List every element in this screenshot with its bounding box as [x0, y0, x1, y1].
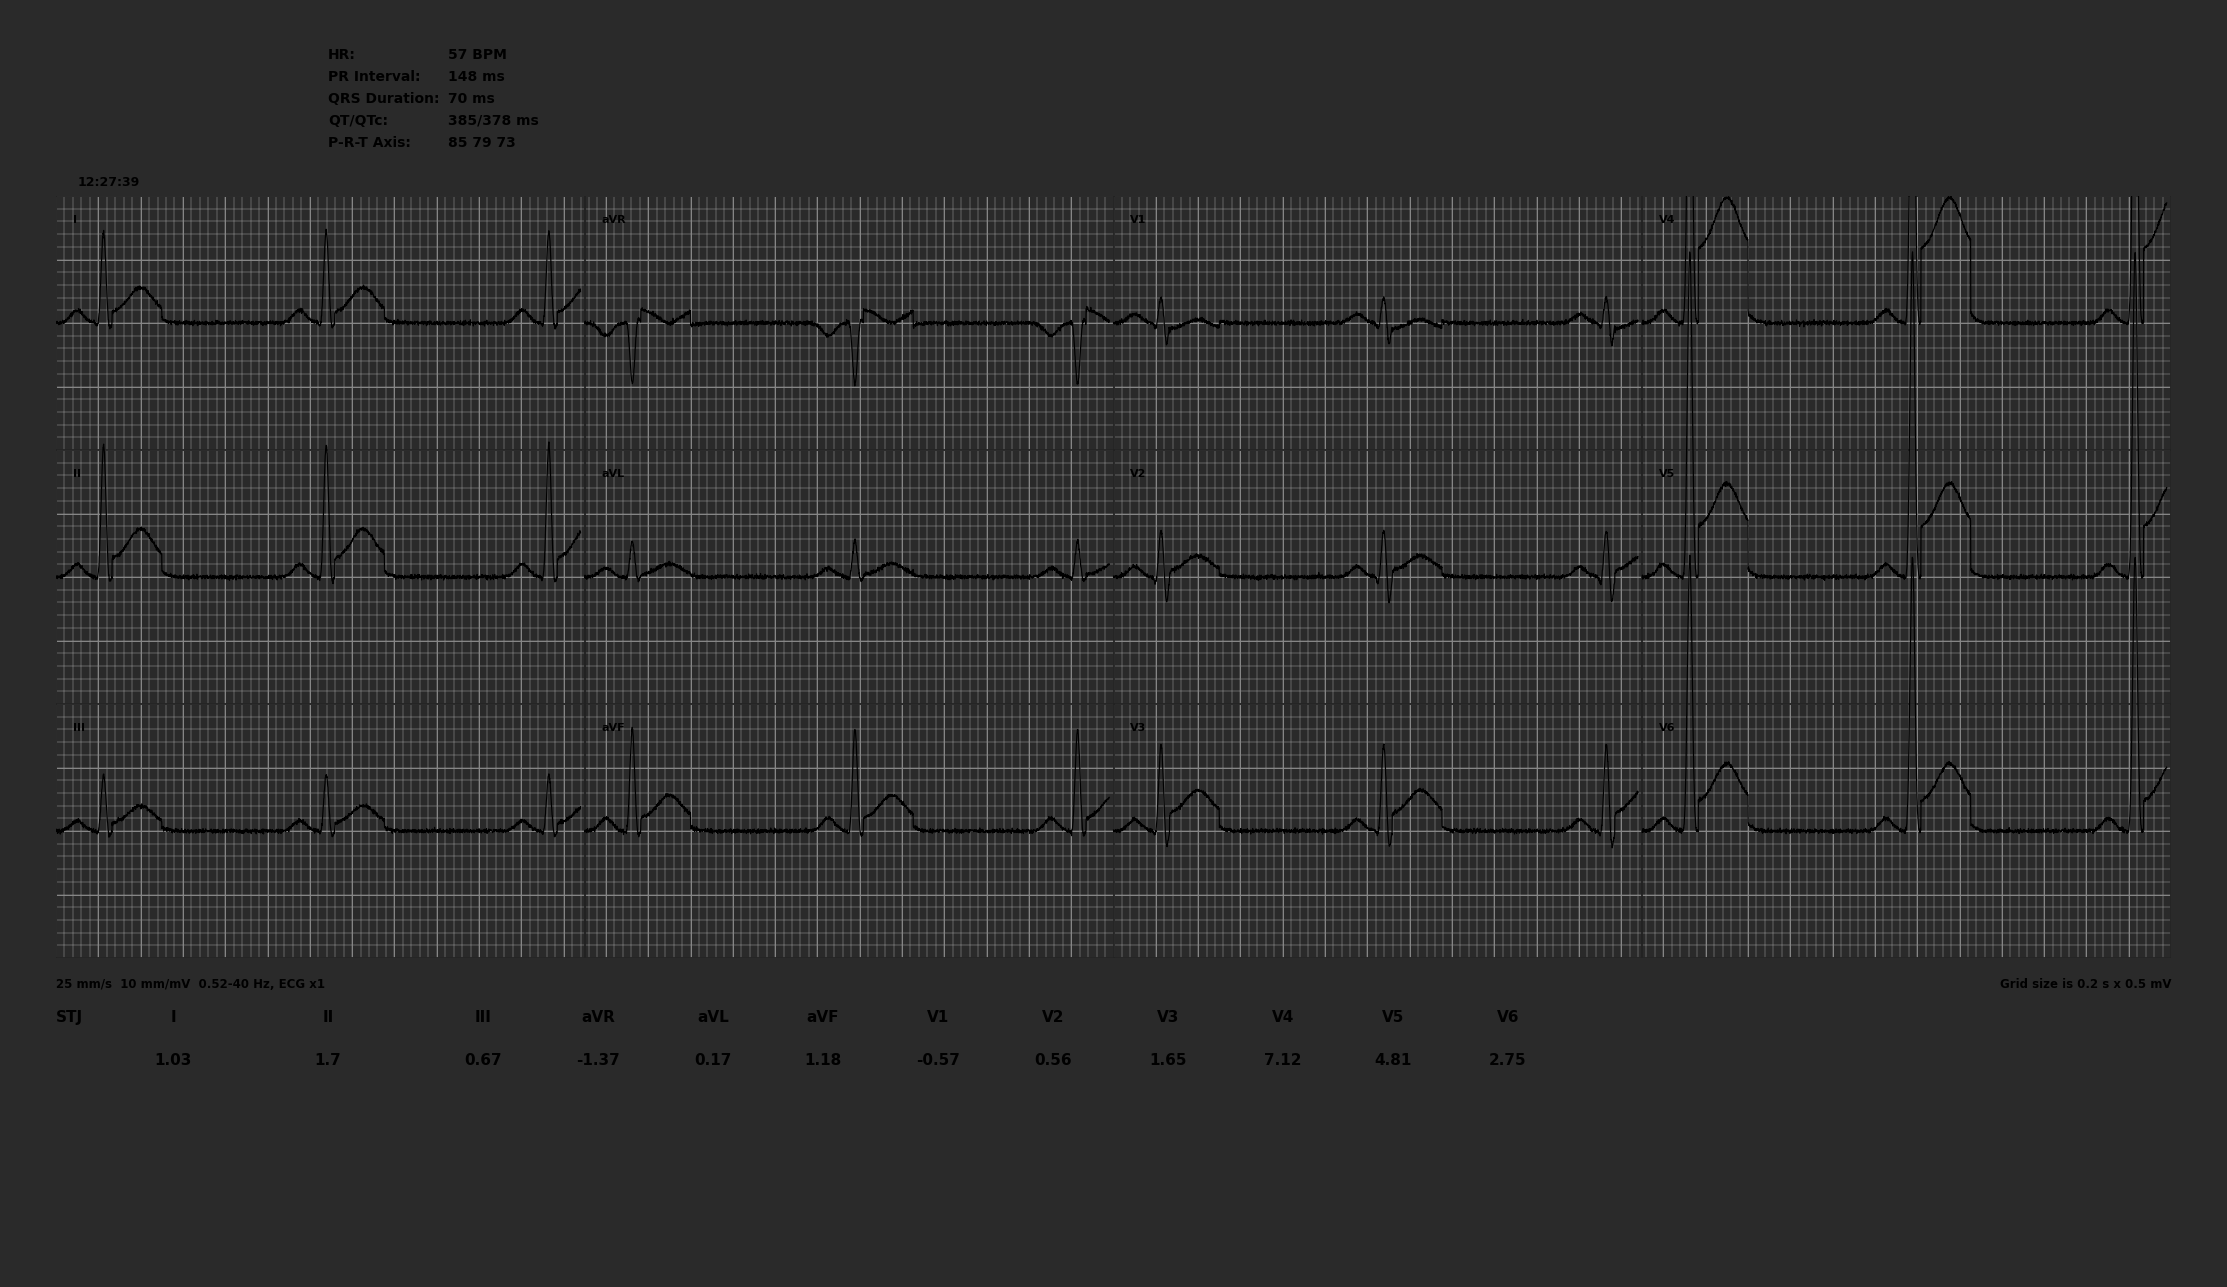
Text: II: II [73, 468, 80, 479]
Text: 1.03: 1.03 [154, 1053, 192, 1068]
Text: V6: V6 [1497, 1010, 1519, 1024]
Text: V1: V1 [1131, 215, 1147, 225]
Text: V4: V4 [1659, 215, 1675, 225]
Text: III: III [73, 723, 85, 734]
Text: 2.75: 2.75 [1490, 1053, 1528, 1068]
Text: 0.56: 0.56 [1033, 1053, 1071, 1068]
Text: 7.12: 7.12 [1265, 1053, 1303, 1068]
Text: PR Interval:: PR Interval: [327, 69, 421, 84]
Text: 57 BPM: 57 BPM [448, 48, 508, 62]
Text: QT/QTc:: QT/QTc: [327, 115, 387, 127]
Text: 25 mm/s  10 mm/mV  0.52-40 Hz, ECG x1: 25 mm/s 10 mm/mV 0.52-40 Hz, ECG x1 [56, 978, 325, 991]
Text: V3: V3 [1156, 1010, 1178, 1024]
Text: HR:: HR: [327, 48, 356, 62]
Text: 85 79 73: 85 79 73 [448, 136, 517, 151]
Text: V6: V6 [1659, 723, 1675, 734]
Text: aVR: aVR [601, 215, 626, 225]
Text: 0.17: 0.17 [695, 1053, 733, 1068]
Text: V2: V2 [1042, 1010, 1065, 1024]
Text: I: I [73, 215, 78, 225]
Text: P-R-T Axis:: P-R-T Axis: [327, 136, 410, 151]
Text: 1.18: 1.18 [804, 1053, 842, 1068]
Text: 148 ms: 148 ms [448, 69, 506, 84]
Text: aVL: aVL [697, 1010, 728, 1024]
Text: 1.7: 1.7 [314, 1053, 341, 1068]
Text: V2: V2 [1131, 468, 1147, 479]
Text: 70 ms: 70 ms [448, 91, 494, 106]
Text: -0.57: -0.57 [915, 1053, 960, 1068]
Text: 0.67: 0.67 [463, 1053, 501, 1068]
Text: III: III [474, 1010, 492, 1024]
Text: STJ: STJ [56, 1010, 82, 1024]
Text: aVL: aVL [601, 468, 626, 479]
Text: 4.81: 4.81 [1374, 1053, 1412, 1068]
Text: V3: V3 [1131, 723, 1147, 734]
Text: Grid size is 0.2 s x 0.5 mV: Grid size is 0.2 s x 0.5 mV [2000, 978, 2171, 991]
Text: -1.37: -1.37 [577, 1053, 619, 1068]
Text: II: II [323, 1010, 334, 1024]
Text: V1: V1 [926, 1010, 949, 1024]
Text: V4: V4 [1272, 1010, 1294, 1024]
Text: 1.65: 1.65 [1149, 1053, 1187, 1068]
Text: V5: V5 [1381, 1010, 1405, 1024]
Text: aVF: aVF [601, 723, 626, 734]
Text: 385/378 ms: 385/378 ms [448, 115, 539, 127]
Text: 12:27:39: 12:27:39 [78, 176, 140, 189]
Text: QRS Duration:: QRS Duration: [327, 91, 439, 106]
Text: aVR: aVR [581, 1010, 615, 1024]
Text: I: I [169, 1010, 176, 1024]
Text: V5: V5 [1659, 468, 1675, 479]
Text: aVF: aVF [806, 1010, 840, 1024]
